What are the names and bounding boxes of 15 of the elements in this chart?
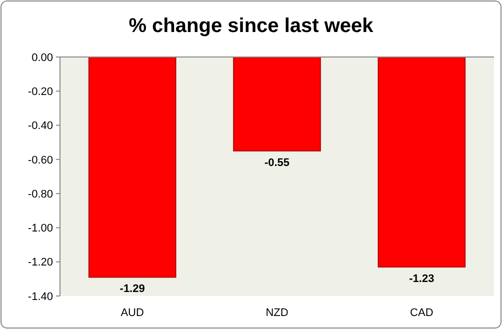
y-tick-label: -1.00 [28,222,53,235]
x-tick-label: NZD [266,307,288,319]
data-label: -0.55 [264,156,290,169]
x-tick-label: AUD [120,307,144,319]
y-tick-label: 0.00 [32,52,53,64]
y-tick-label: -1.20 [28,256,53,269]
y-tick-label: -1.40 [28,290,53,303]
y-tick-label: -0.80 [28,188,53,200]
y-tick-label: -0.20 [28,86,53,98]
y-tick-label: -0.40 [28,120,53,132]
data-label: -1.23 [409,272,434,285]
data-label: -1.29 [120,283,145,296]
x-tick-label: CAD [410,307,434,319]
chart-title: % change since last week [128,15,374,37]
y-tick-label: -0.60 [28,154,53,166]
